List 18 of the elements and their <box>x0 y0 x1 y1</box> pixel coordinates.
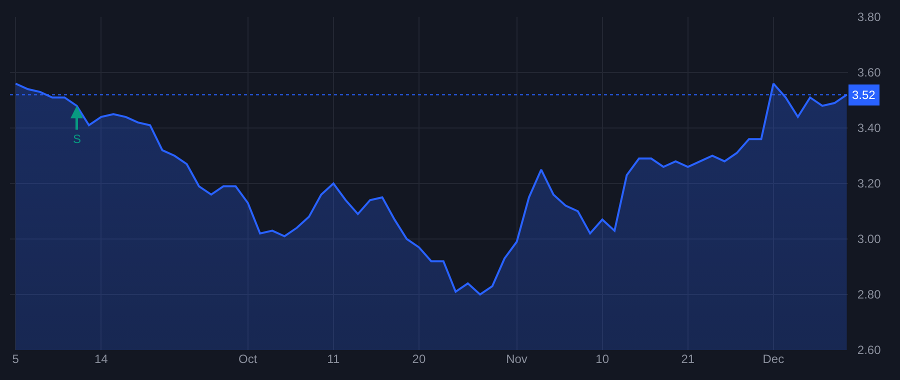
y-tick-label: 3.20 <box>857 176 882 191</box>
x-tick-label: 20 <box>412 352 426 366</box>
x-tick-label: 14 <box>94 352 108 366</box>
y-tick-label: 3.00 <box>857 232 882 246</box>
x-tick-label: Nov <box>506 352 528 366</box>
x-tick-label: 10 <box>596 352 610 366</box>
x-tick-label: Dec <box>762 352 784 366</box>
ref-line-label: 3.52 <box>852 88 876 102</box>
y-tick-label: 3.40 <box>857 121 882 136</box>
y-tick-label: 2.80 <box>857 288 882 302</box>
x-tick-label: 11 <box>327 352 340 366</box>
x-tick-label: Oct <box>238 352 258 366</box>
y-tick-label: 3.60 <box>857 66 882 80</box>
y-tick-label: 3.80 <box>857 10 882 24</box>
y-tick-label: 2.60 <box>857 343 882 358</box>
annotation: S <box>73 132 82 146</box>
x-tick-label: 21 <box>681 352 695 366</box>
x-tick-label: 5 <box>12 352 20 366</box>
